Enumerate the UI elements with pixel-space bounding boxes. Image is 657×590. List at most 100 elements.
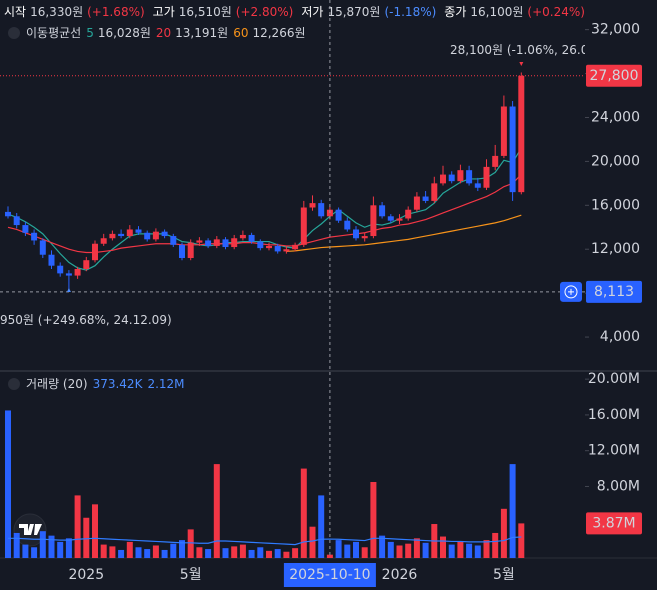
volume-bar [100,544,107,558]
volume-bar [65,538,72,558]
x-tick-label: 2026 [382,567,418,583]
candle-body [39,240,46,255]
candle-body [413,196,420,210]
volume-bar [92,504,98,558]
candle-body [239,234,246,239]
candle-body [5,211,11,217]
candle-body [187,242,194,259]
last-volume-box [586,512,642,535]
volume-bar [274,549,281,558]
candle-body [466,170,473,184]
y-tick-label: 20,000 [591,153,640,169]
ma-legend-value: 13,191원 [175,26,228,40]
volume-bar [379,535,386,558]
volume-bar [135,547,142,558]
crosshair-price-box [586,280,642,303]
candle-body [13,216,20,226]
crosshair-x-box [283,563,376,587]
volume-legend-value: 373.42K [93,377,144,391]
volume-bar [170,543,177,558]
candle-body [196,240,203,243]
candle-body [257,241,264,249]
volume-bar [222,548,229,558]
volume-bar [509,464,516,558]
volume-bar [518,523,525,558]
ma-line [286,214,522,253]
ohlc-value: 15,870원 [327,5,380,19]
volume-bar [213,464,220,558]
candle-body [344,220,351,230]
volume-bar [74,495,81,558]
candle-body [65,273,72,276]
candle-body [179,244,185,259]
volume-bar [466,543,473,558]
volume-bar [457,541,464,558]
candle-body [248,234,255,242]
candle-body [448,174,455,182]
candle-body [457,170,464,182]
y-tick-label: 32,000 [591,22,640,38]
volume-bar [231,546,238,558]
volume-bar [292,548,299,558]
volume-bar [5,410,11,558]
volume-icon [8,378,20,390]
volume-bar [187,529,194,558]
ohlc-value: 16,330원 [30,5,83,19]
candle-body [509,106,516,193]
ohlc-change: (+0.24%) [527,5,585,19]
last-price-box [586,64,642,87]
candle-body [379,205,386,217]
volume-bar [413,538,420,558]
candle-body [48,254,55,266]
ma-legend-title: 이동평균선 [26,26,81,40]
ohlc-change: (+1.68%) [87,5,145,19]
ma-line [7,147,522,271]
candle-body [205,240,212,246]
last-price-label: 27,800 [590,68,639,84]
candle-body [100,238,107,244]
candle-body [370,205,377,237]
high-arrow [519,62,524,66]
y-tick-label: 8.00M [597,478,640,494]
candle-body [361,236,368,239]
candle-body [92,243,98,261]
volume-bar [283,551,290,558]
candle-body [292,244,299,250]
volume-bar [205,549,212,558]
ma-legend-value: 16,028원 [98,26,151,40]
volume-bar [405,543,412,558]
candle-body [492,155,499,167]
volume-bar [344,544,351,558]
candle-body [387,216,394,221]
volume-bar [57,541,64,558]
candle-body [109,233,116,239]
ohlc-value: 16,100원 [470,5,523,19]
volume-legend-title: 거래량 (20) [26,377,88,391]
candle-body [440,174,446,184]
candle-body [170,236,177,245]
ma-legend: 이동평균선 5 16,028원 20 13,191원 60 12,266원 [26,26,306,40]
candle-body [474,183,481,188]
volume-legend: 거래량 (20) 373.42K 2.12M [26,377,185,391]
volume-bar [361,547,368,558]
volume-bar [370,481,377,558]
candle-body [31,232,38,241]
ohlc-change: (+2.80%) [236,5,294,19]
volume-bar [422,542,429,558]
candle-body [118,233,125,237]
volume-bar [152,545,159,558]
candle-body [126,229,133,237]
ma-legend-value: 12,266원 [252,26,305,40]
y-tick-label: 16.00M [588,407,640,423]
volume-bar [335,540,342,558]
candle-body [144,232,151,240]
candle-body [74,268,81,276]
ohlc-label: 시작 [4,5,26,19]
ohlc-change: (-1.18%) [384,5,436,19]
volume-bar [266,550,272,558]
volume-bar [83,517,90,558]
candle-body [483,166,490,188]
candle-body [274,245,281,252]
